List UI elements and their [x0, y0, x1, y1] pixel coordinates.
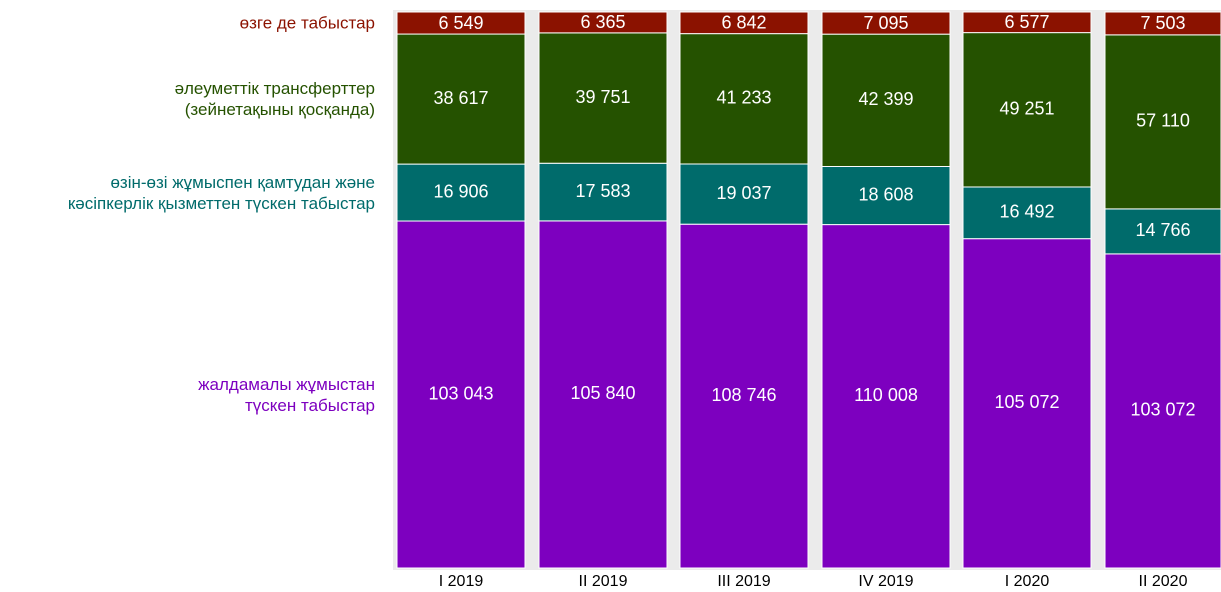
value-label: 7 503 [1140, 13, 1185, 33]
x-tick-label: II 2019 [579, 573, 628, 590]
bar-segment [962, 11, 1092, 34]
bar-segment [679, 11, 809, 35]
value-label: 6 365 [580, 12, 625, 32]
value-label: 103 043 [428, 383, 493, 403]
legend-label: өзін-өзі жұмыспен қамтудан және кәсіпкер… [67, 172, 375, 213]
value-label: 105 840 [570, 383, 635, 403]
bar-segment [1104, 11, 1221, 36]
bar-segment [396, 33, 526, 165]
value-label: 18 608 [858, 184, 913, 204]
bar-segment [679, 223, 809, 569]
x-tick-label: IV 2019 [858, 573, 913, 590]
x-tick-label: I 2020 [1005, 573, 1050, 590]
value-label: 16 906 [433, 181, 488, 201]
bar-segment [1104, 34, 1221, 210]
bar-segment [679, 163, 809, 225]
value-label: 42 399 [858, 89, 913, 109]
value-label: 16 492 [999, 202, 1054, 222]
value-label: 17 583 [575, 181, 630, 201]
value-label: 49 251 [999, 99, 1054, 119]
legend-label: өзге де табыстар [239, 13, 375, 33]
bar-segment [821, 224, 951, 569]
bar-segment [538, 162, 668, 222]
bar-segment [1104, 253, 1221, 569]
value-label: 6 577 [1004, 12, 1049, 32]
x-tick-label: I 2019 [439, 573, 484, 590]
bar-segment [396, 11, 526, 35]
bar-segment [962, 186, 1092, 240]
value-label: 41 233 [716, 88, 771, 108]
value-label: 57 110 [1136, 111, 1190, 131]
legend-label: жалдамалы жұмыстан түскен табыстар [198, 374, 375, 415]
value-label: 39 751 [575, 87, 630, 107]
bar-segment [538, 11, 668, 34]
bar-segment [538, 220, 668, 569]
value-label: 38 617 [433, 88, 488, 108]
value-label: 6 549 [438, 13, 483, 33]
bar-segment [396, 163, 526, 222]
value-label: 103 072 [1130, 400, 1195, 420]
value-label: 19 037 [716, 183, 771, 203]
value-label: 6 842 [721, 13, 766, 33]
value-label: 110 008 [854, 385, 918, 405]
value-label: 105 072 [994, 392, 1059, 412]
value-label: 108 746 [711, 385, 776, 405]
legend-label: әлеуметтік трансферттер (зейнетақыны қос… [174, 79, 375, 120]
bar-segment [821, 166, 951, 226]
bar-segment [962, 32, 1092, 188]
value-label: 7 095 [863, 13, 908, 33]
value-label: 14 766 [1135, 220, 1190, 240]
bar-segment [821, 33, 951, 168]
x-tick-label: II 2020 [1139, 573, 1188, 590]
bar-segment [396, 220, 526, 569]
x-tick-label: III 2019 [717, 573, 770, 590]
bar-segment [821, 11, 951, 35]
bar-segment [679, 33, 809, 165]
bar-segment [538, 32, 668, 164]
bar-segment [962, 238, 1092, 569]
